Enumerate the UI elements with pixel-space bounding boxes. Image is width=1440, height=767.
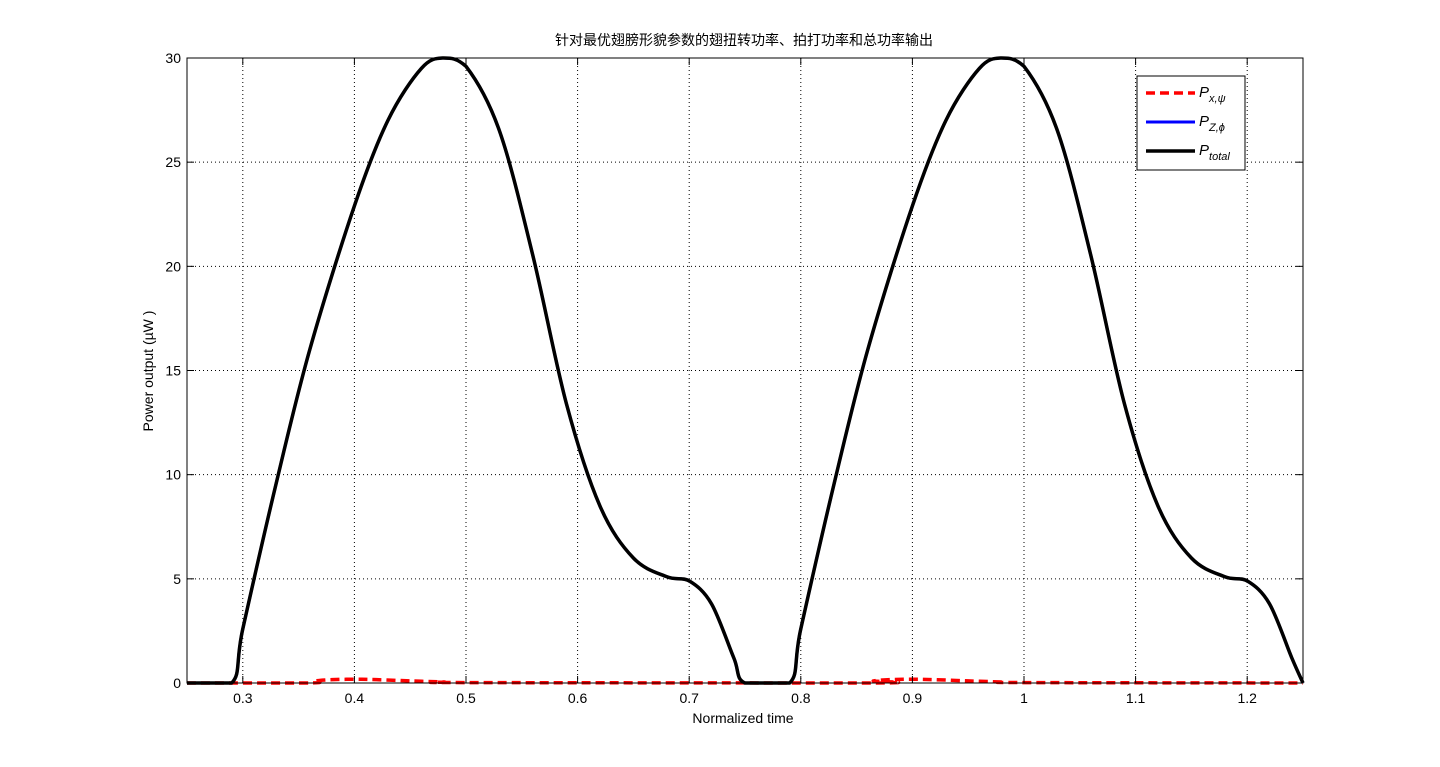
legend-label-main: P	[1199, 142, 1209, 159]
chart-title: 针对最优翅膀形貌参数的翅扭转功率、拍打功率和总功率输出	[555, 32, 933, 49]
y-tick-label: 30	[165, 50, 181, 66]
y-tick-label: 5	[173, 571, 181, 587]
y-tick-label: 25	[165, 154, 181, 170]
y-tick-label: 20	[165, 258, 181, 274]
y-axis-label: Power output (µW )	[140, 311, 156, 432]
legend-label-sub: total	[1209, 151, 1230, 163]
x-tick-label: 0.7	[679, 690, 699, 706]
y-tick-label: 10	[165, 467, 181, 483]
legend-label-main: P	[1199, 84, 1209, 101]
legend-label-sub: Z,ϕ	[1208, 122, 1225, 134]
x-tick-label: 0.6	[568, 690, 588, 706]
x-tick-label: 0.8	[791, 690, 811, 706]
y-tick-label: 0	[173, 675, 181, 691]
x-tick-label: 1.1	[1126, 690, 1146, 706]
legend-label-pz-phi: PZ,ϕ	[1199, 113, 1225, 134]
x-axis-label: Normalized time	[692, 710, 793, 726]
x-tick-label: 0.3	[233, 690, 253, 706]
legend-label-px-psi: Px,ψ	[1199, 84, 1226, 105]
x-tick-label: 0.5	[456, 690, 476, 706]
legend-label-p-total: Ptotal	[1199, 142, 1230, 163]
legend-label-sub: x,ψ	[1208, 93, 1226, 105]
grid	[187, 58, 1303, 683]
axis-ticks: 0.3 0.4 0.5 0.6 0.7 0.8 0.9 1 1.1 1.2 0 5 10 15 20 25 30	[165, 50, 1303, 706]
legend-label-main: P	[1199, 113, 1209, 130]
x-tick-label: 0.9	[903, 690, 923, 706]
series-px-psi-line	[186, 677, 1304, 685]
x-tick-label: 0.4	[345, 690, 365, 706]
x-tick-label: 1	[1020, 690, 1028, 706]
y-tick-label: 15	[165, 363, 181, 379]
x-tick-label: 1.2	[1237, 690, 1257, 706]
